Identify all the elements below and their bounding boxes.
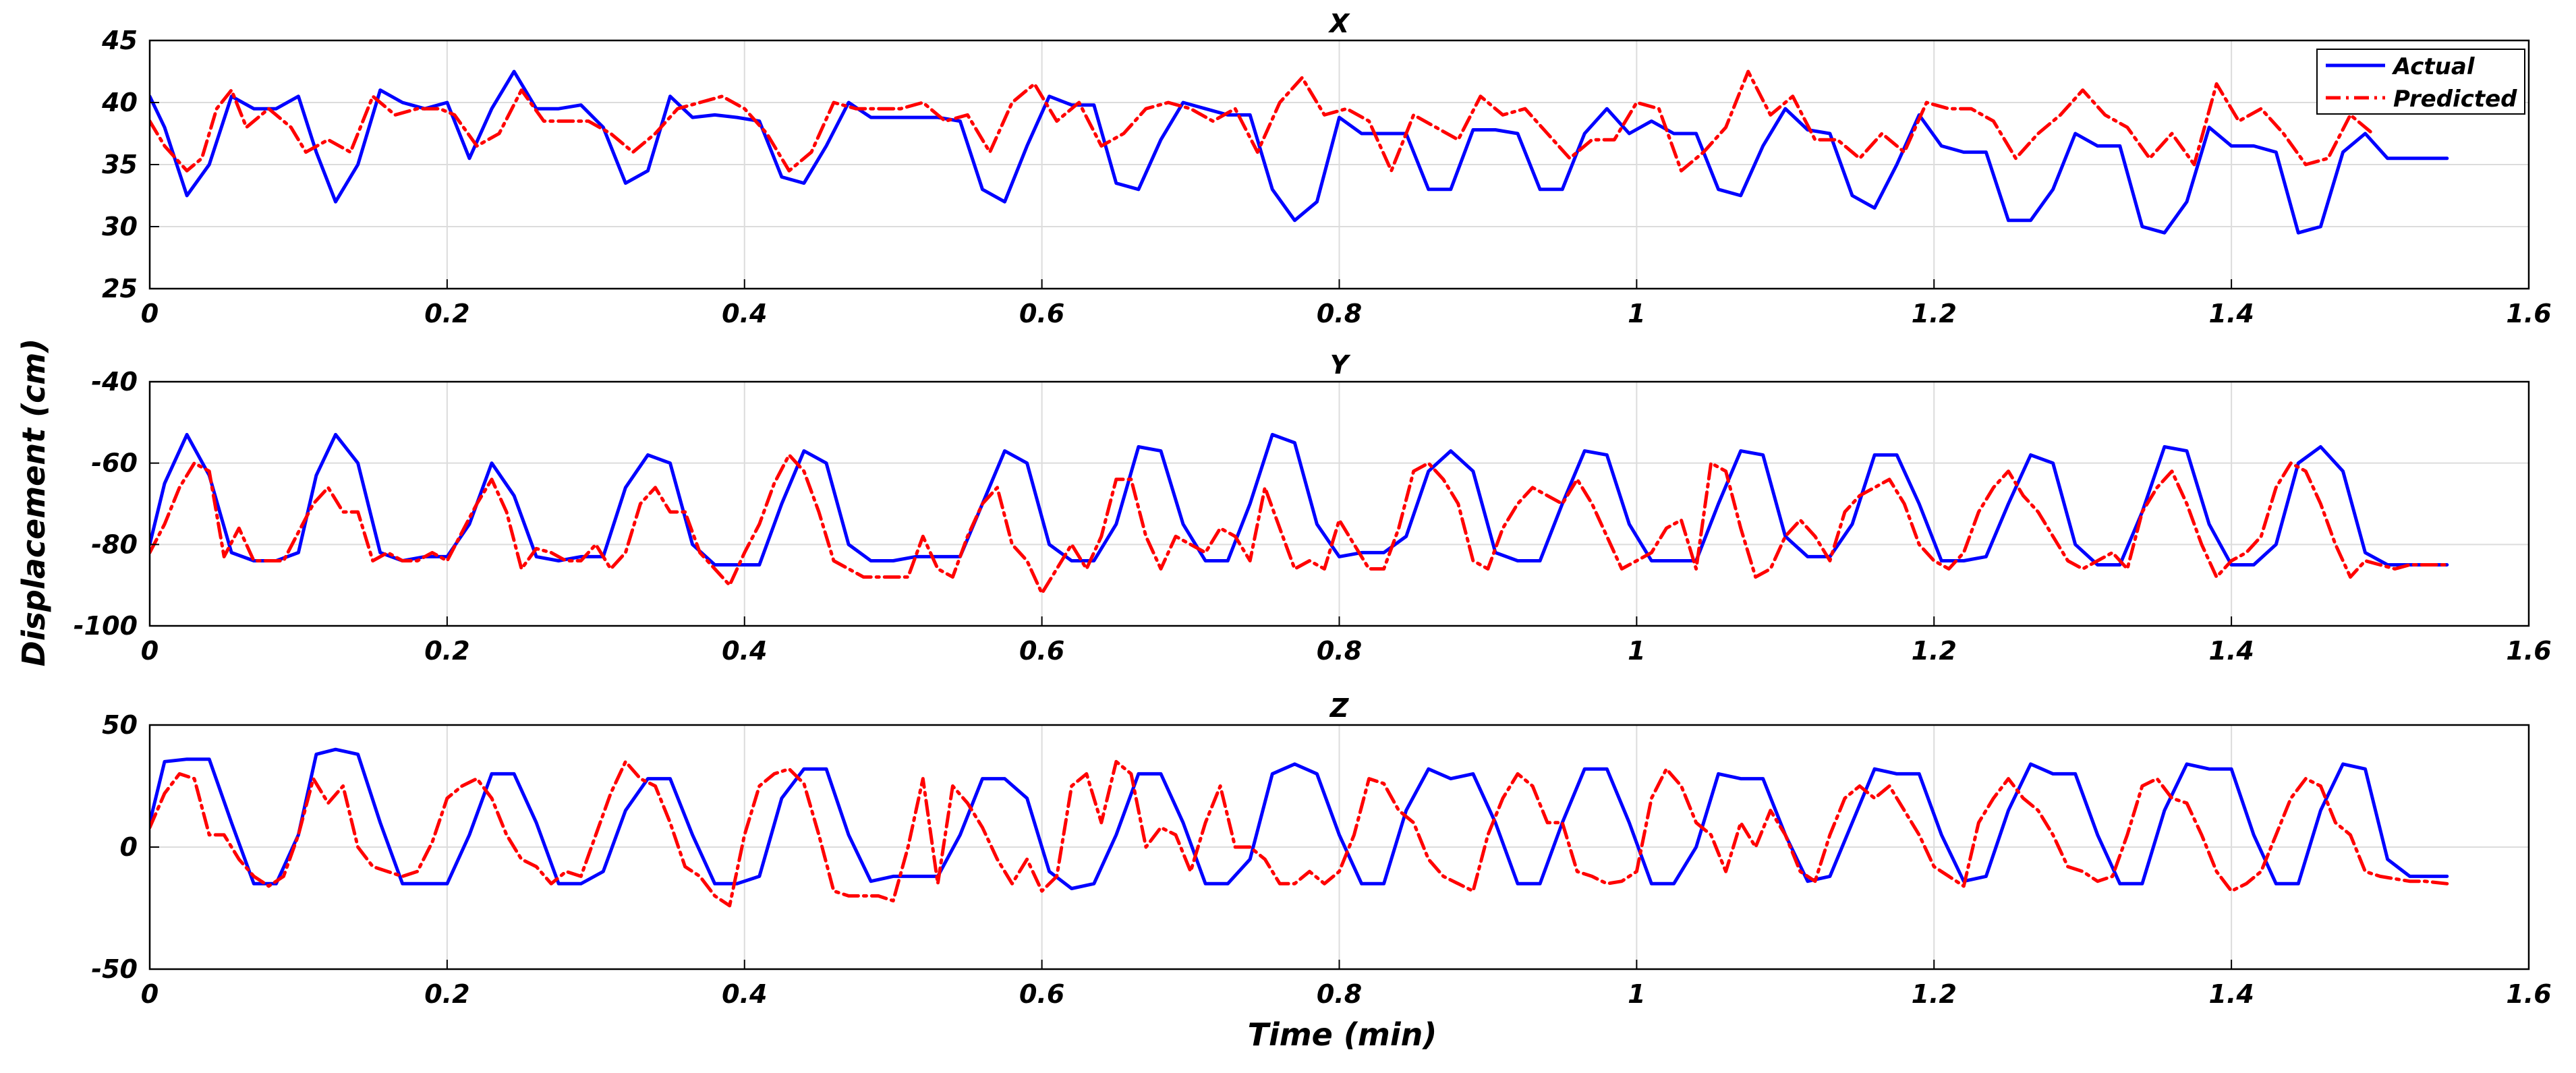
panel-y-title: Y xyxy=(1330,350,1351,380)
panel-z-series-predicted xyxy=(150,759,2449,908)
panel-z-xtick-label-2: 0.4 xyxy=(722,979,767,1009)
panel-x-xtick-label-3: 0.6 xyxy=(1019,299,1064,328)
panel-x-xtick-label-6: 1.2 xyxy=(1912,299,1957,328)
panel-x-xtick-label-2: 0.4 xyxy=(722,299,767,328)
panel-z-xtick-label-8: 1.6 xyxy=(2506,979,2551,1009)
panel-x-ytick-label-4: 45 xyxy=(101,26,138,55)
panel-x-ytick-label-2: 35 xyxy=(102,150,138,179)
panel-y-xtick-label-5: 1 xyxy=(1628,636,1645,666)
panel-z-xtick-label-6: 1.2 xyxy=(1912,979,1957,1009)
panel-y-ytick-label-1: -80 xyxy=(91,529,138,559)
panel-x-title: X xyxy=(1328,9,1350,38)
y-axis-label: Displacement (cm) xyxy=(16,339,52,667)
panel-y-xtick-label-7: 1.4 xyxy=(2208,636,2254,666)
panel-y-series-predicted xyxy=(150,453,2449,596)
panel-y-ytick-label-2: -60 xyxy=(91,448,138,478)
legend-label-actual: Actual xyxy=(2391,53,2475,80)
panel-z-xtick-label-0: 0 xyxy=(141,979,159,1009)
panel-x-xtick-label-7: 1.4 xyxy=(2208,299,2254,328)
panel-x-series-predicted xyxy=(150,69,2374,173)
chart-legend: Actual Predicted xyxy=(2316,49,2525,115)
panel-z-xtick-label-3: 0.6 xyxy=(1019,979,1064,1009)
panel-y: 0 0.2 0.4 0.6 0.8 1 1.2 1.4 1.6 -100 -80 -60 -40 Y xyxy=(74,350,2552,666)
panel-x-xtick-label-8: 1.6 xyxy=(2506,299,2551,328)
plot-layer: 0 0.2 0.4 0.6 0.8 1 1.2 1.4 1.6 25 30 35 40 45 X 0 0.2 0.… xyxy=(74,9,2552,1009)
panel-z-title: Z xyxy=(1329,693,1350,723)
panel-z-xtick-label-5: 1 xyxy=(1628,979,1645,1009)
panel-y-xtick-label-0: 0 xyxy=(141,636,159,666)
panel-x-xtick-label-4: 0.8 xyxy=(1317,299,1362,328)
panel-y-ytick-label-0: -100 xyxy=(74,611,138,641)
panel-z-ytick-label-2: 50 xyxy=(102,710,138,740)
panel-y-xtick-label-4: 0.8 xyxy=(1317,636,1362,666)
legend-box xyxy=(2316,49,2525,115)
panel-x-series-actual xyxy=(150,69,2449,235)
panel-y-xtick-label-2: 0.4 xyxy=(722,636,767,666)
panel-z-ytick-label-0: -50 xyxy=(91,954,138,984)
panel-z-ytick-label-1: 0 xyxy=(120,832,138,862)
panel-y-xtick-label-3: 0.6 xyxy=(1019,636,1064,666)
panel-x: 0 0.2 0.4 0.6 0.8 1 1.2 1.4 1.6 25 30 35 40 45 X xyxy=(101,9,2552,328)
panel-x-xtick-label-1: 0.2 xyxy=(424,299,469,328)
panel-x-ytick-label-1: 30 xyxy=(102,212,138,241)
legend-label-predicted: Predicted xyxy=(2393,86,2517,113)
panel-x-xtick-label-5: 1 xyxy=(1628,299,1645,328)
panel-z-series-actual xyxy=(150,747,2449,890)
panel-x-ytick-label-0: 25 xyxy=(102,274,138,303)
panel-y-ytick-label-3: -40 xyxy=(91,367,138,397)
panel-y-series-actual xyxy=(150,432,2449,567)
panel-z-xtick-label-4: 0.8 xyxy=(1317,979,1362,1009)
panel-y-xtick-label-6: 1.2 xyxy=(1912,636,1957,666)
panel-y-xtick-label-8: 1.6 xyxy=(2506,636,2551,666)
panel-x-xtick-label-0: 0 xyxy=(141,299,159,328)
panel-x-ytick-label-3: 40 xyxy=(101,88,138,117)
panel-y-xtick-label-1: 0.2 xyxy=(424,636,469,666)
x-axis-label: Time (min) xyxy=(1248,1016,1437,1053)
panel-z-xtick-label-1: 0.2 xyxy=(424,979,469,1009)
panel-z-xtick-label-7: 1.4 xyxy=(2208,979,2254,1009)
